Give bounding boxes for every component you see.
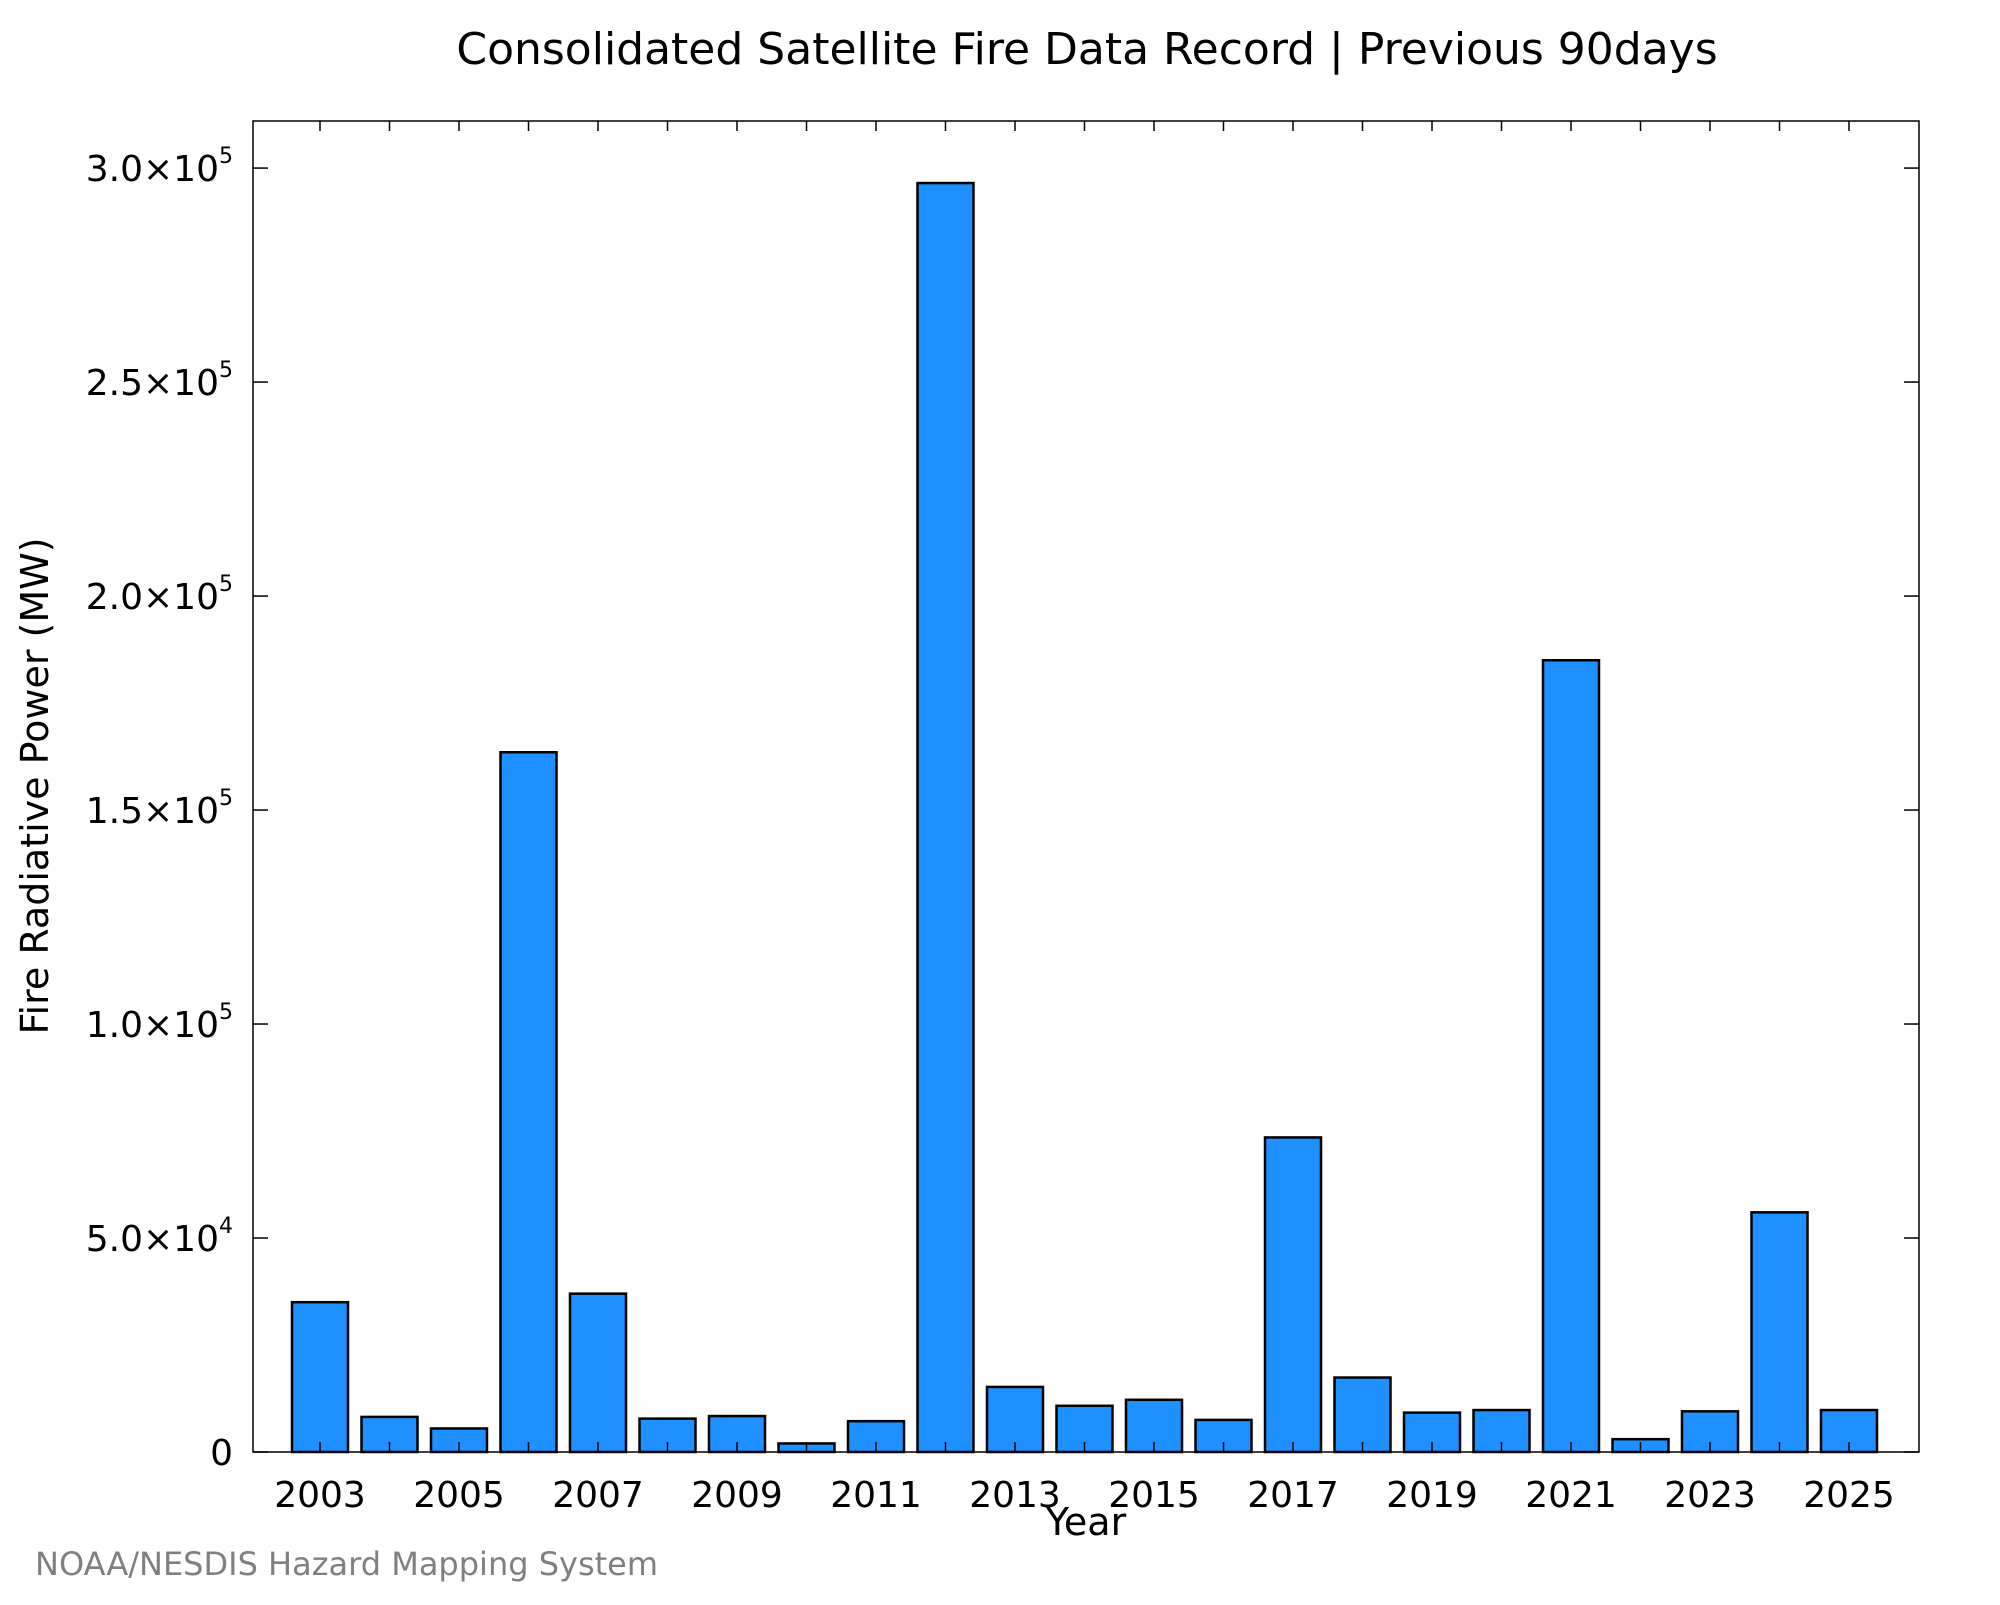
x-tick-label-2005: 2005 <box>413 1475 505 1516</box>
y-tick-label-200000: 2.0×105 <box>86 572 233 618</box>
x-tick-label-2007: 2007 <box>552 1475 644 1516</box>
x-tick-label-2003: 2003 <box>274 1475 366 1516</box>
x-tick-label-2015: 2015 <box>1108 1475 1200 1516</box>
x-tick-label-2013: 2013 <box>969 1475 1061 1516</box>
x-tick-label-2023: 2023 <box>1664 1475 1756 1516</box>
plot-frame <box>252 120 1920 1453</box>
x-axis: 2003 2005 2007 2009 2011 2013 2015 2017 2019 2021… <box>274 121 1895 1516</box>
x-tick-label-2025: 2025 <box>1803 1475 1895 1516</box>
x-tick-label-2019: 2019 <box>1386 1475 1478 1516</box>
y-tick-label-300000: 3.0×105 <box>86 144 233 190</box>
y-axis-label: Fire Radiative Power (MW) <box>13 537 57 1034</box>
bar-2012 <box>916 181 975 1454</box>
bar-2021 <box>1541 658 1601 1454</box>
x-tick-label-2009: 2009 <box>691 1475 783 1516</box>
x-tick-label-2011: 2011 <box>830 1475 922 1516</box>
y-axis: 0 5.0×104 1.0×105 1.5×105 2.0×105 2.5×105 3.0×… <box>86 144 1919 1474</box>
y-tick-label-150000: 1.5×105 <box>86 786 233 832</box>
bars-group <box>290 181 1879 1454</box>
bar-2003 <box>290 1300 350 1454</box>
y-tick-label-100000: 1.0×105 <box>86 1000 233 1046</box>
x-axis-label: Year <box>1045 1500 1127 1544</box>
y-tick-label-250000: 2.5×105 <box>86 358 233 404</box>
bar-2007 <box>568 1292 628 1454</box>
bar-2017 <box>1263 1136 1323 1454</box>
bar-2018 <box>1333 1376 1392 1454</box>
y-tick-label-50000: 5.0×104 <box>86 1214 233 1260</box>
credit-text: NOAA/NESDIS Hazard Mapping System <box>35 1545 658 1583</box>
chart-title: Consolidated Satellite Fire Data Record … <box>456 24 1717 75</box>
bar-2006 <box>499 751 558 1454</box>
x-tick-label-2021: 2021 <box>1525 1475 1617 1516</box>
bar-2024 <box>1750 1211 1809 1454</box>
x-tick-label-2017: 2017 <box>1247 1475 1339 1516</box>
y-tick-label-0: 0 <box>210 1433 233 1474</box>
